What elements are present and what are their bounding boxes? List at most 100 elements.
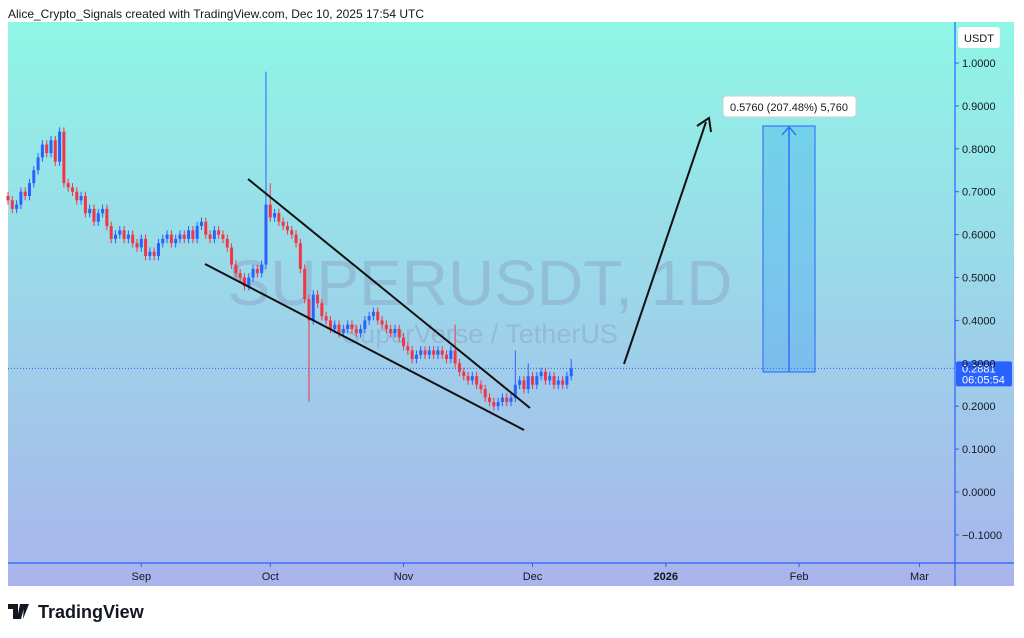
candle-body — [341, 328, 345, 334]
candle-body — [470, 376, 474, 381]
candle-body — [561, 380, 565, 385]
candle-body — [268, 204, 272, 218]
candle-body — [505, 397, 509, 402]
candle-body — [496, 401, 500, 407]
candle-body — [346, 324, 350, 329]
candle-body — [462, 371, 466, 377]
candle-body — [126, 234, 130, 239]
y-tick-label: 0.9000 — [962, 101, 996, 113]
candle-body — [492, 401, 496, 407]
candle-body — [118, 230, 122, 235]
candle-body — [483, 389, 487, 398]
candle-body — [58, 131, 62, 162]
header: Alice_Crypto_Signals created with Tradin… — [8, 7, 424, 21]
candle-body — [96, 213, 100, 222]
candle-body — [350, 324, 354, 329]
candle-body — [75, 191, 79, 201]
measure-label-box — [722, 95, 857, 118]
candle-body — [79, 195, 83, 201]
y-tick-label: 0.0000 — [962, 487, 996, 499]
y-tick-label: 0.1000 — [962, 444, 996, 456]
candle-body — [419, 350, 423, 355]
watermark-subtitle: SuperVerse / TetherUS — [342, 319, 618, 349]
candle-body — [212, 230, 216, 239]
candle-body — [277, 213, 281, 222]
y-tick-label: 0.2000 — [962, 401, 996, 413]
unit-box — [958, 27, 1000, 48]
candle-body — [402, 337, 406, 347]
candle-body — [380, 320, 384, 325]
candle-body — [191, 230, 195, 239]
candle-body — [531, 376, 535, 385]
candle-body — [328, 320, 332, 329]
candle-body — [230, 247, 234, 265]
candle-body — [281, 221, 285, 227]
candle-body — [488, 397, 492, 402]
candle-body — [522, 380, 526, 390]
measure-label: 0.5760 (207.48%) 5,760 — [730, 102, 848, 114]
candle-body — [384, 324, 388, 329]
logo-icon — [8, 604, 29, 619]
candle-body — [45, 144, 49, 154]
candle-body — [135, 243, 139, 248]
candle-body — [88, 208, 92, 214]
marks — [6, 62, 959, 567]
y-tick-label: 0.4000 — [962, 315, 996, 327]
candle-body — [354, 328, 358, 334]
candle-body — [105, 208, 109, 227]
x-tick-label: Dec — [523, 571, 543, 583]
candle-body — [453, 350, 457, 364]
candle-body — [40, 144, 44, 158]
candle-body — [178, 234, 182, 239]
candle-body — [53, 140, 57, 162]
candle-body — [255, 268, 259, 274]
candle-body — [156, 243, 160, 257]
candle-body — [397, 328, 401, 338]
x-tick-label: Mar — [910, 571, 929, 583]
candle-body — [359, 328, 363, 334]
candle-body — [161, 238, 165, 244]
candle-body — [565, 376, 569, 385]
candle-body — [393, 328, 397, 334]
candle-body — [70, 187, 74, 192]
candle-body — [316, 294, 320, 304]
candle-body — [165, 234, 169, 239]
x-tick-label: Feb — [790, 571, 809, 583]
candle-body — [518, 380, 522, 385]
candle-body — [526, 376, 530, 390]
candle-body — [466, 376, 470, 381]
candle-body — [122, 230, 126, 239]
candle-body — [539, 371, 543, 377]
candle-body — [36, 157, 40, 171]
candle-body — [101, 208, 105, 214]
candle-body — [113, 234, 117, 239]
candle-body — [440, 350, 444, 355]
candle-body — [552, 376, 556, 385]
candle-body — [311, 294, 315, 321]
candle-body — [285, 226, 289, 231]
y-tick-label: 0.6000 — [962, 230, 996, 242]
candle-body — [371, 311, 375, 317]
x-tick-label: Oct — [262, 571, 279, 583]
candle-body — [131, 234, 135, 244]
candle-body — [66, 183, 70, 188]
candle-body — [217, 230, 221, 235]
candle-body — [543, 371, 547, 381]
y-tick-label: −0.1000 — [962, 530, 1002, 542]
y-tick-label: 0.3000 — [962, 358, 996, 370]
candle-body — [234, 264, 238, 274]
candle-body — [92, 208, 96, 222]
candle-body — [174, 238, 178, 244]
candle-body — [109, 226, 113, 239]
candle-body — [320, 303, 324, 317]
candle-body — [251, 268, 255, 278]
candle-body — [307, 298, 311, 321]
x-tick-label: Sep — [131, 571, 151, 583]
candle-body — [247, 277, 251, 287]
y-tick-label: 0.8000 — [962, 144, 996, 156]
y-tick-label: 0.5000 — [962, 273, 996, 285]
candle-body — [569, 368, 573, 377]
candle-body — [49, 140, 53, 154]
